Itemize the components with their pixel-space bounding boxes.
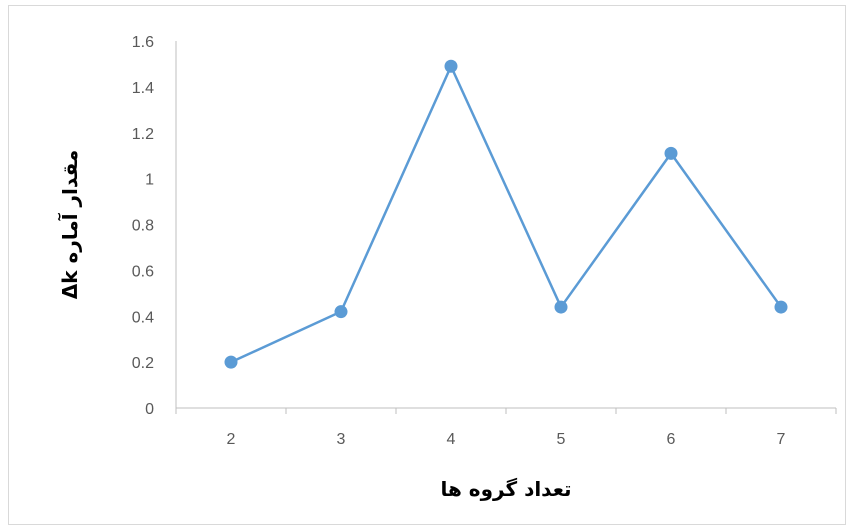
data-point (334, 305, 348, 319)
y-tick-label: 1.6 (132, 34, 154, 51)
series-group (224, 59, 788, 369)
x-tick-label: 4 (447, 431, 456, 448)
x-tick-label: 5 (557, 431, 566, 448)
y-tick-label: 0.2 (132, 355, 154, 372)
y-axis-ticks: 0 0.2 0.4 0.6 0.8 1 1.2 1.4 1.6 (132, 34, 154, 418)
x-axis-ticks: 2 3 4 5 6 7 (175, 408, 837, 448)
x-tick-label: 6 (667, 431, 676, 448)
y-tick-label: 1.2 (132, 126, 154, 143)
y-tick-label: 1.4 (132, 80, 154, 97)
y-tick-label: 0.6 (132, 263, 154, 280)
y-tick-label: 1 (145, 172, 154, 189)
x-axis-title: تعداد گروه ها (440, 477, 571, 501)
data-point (444, 59, 458, 73)
data-point (554, 300, 568, 314)
data-point (224, 355, 238, 369)
y-tick-label: 0 (145, 401, 154, 418)
x-tick-label: 3 (337, 431, 346, 448)
y-tick-label: 0.4 (132, 309, 154, 326)
chart-frame (8, 5, 846, 525)
data-point (774, 300, 788, 314)
x-tick-label: 7 (777, 431, 786, 448)
x-tick-label: 2 (227, 431, 236, 448)
y-axis-title: مقدار آماره Δk (57, 150, 82, 299)
data-point (664, 146, 678, 160)
series-line (230, 64, 783, 364)
y-tick-label: 0.8 (132, 218, 154, 235)
